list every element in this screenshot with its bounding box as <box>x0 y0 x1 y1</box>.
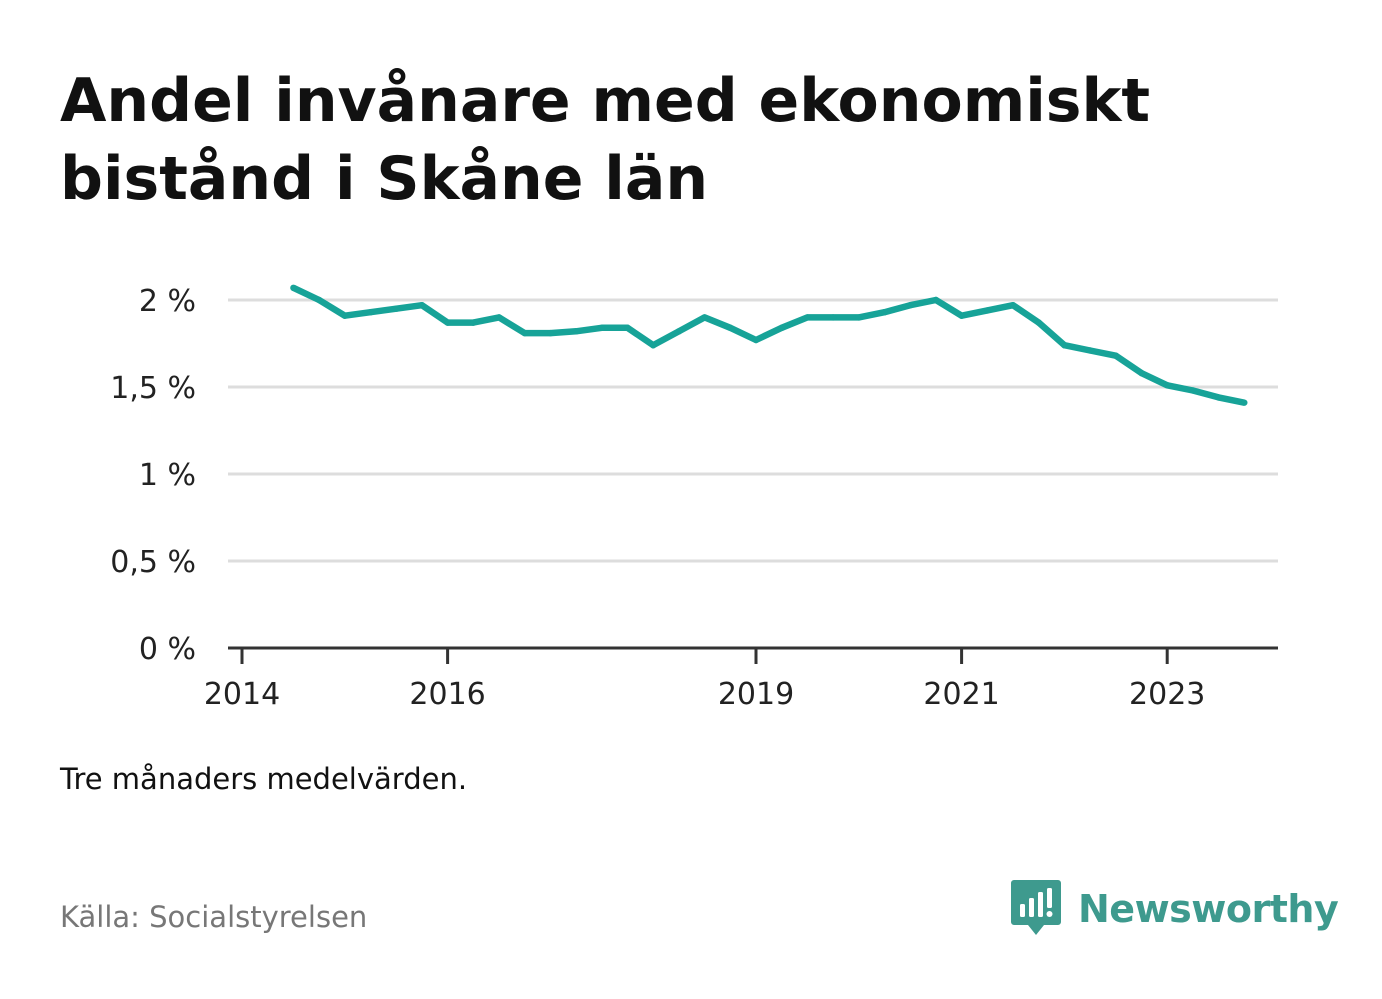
data-point <box>444 319 451 326</box>
data-point <box>855 314 862 321</box>
data-point <box>907 302 914 309</box>
data-point <box>470 319 477 326</box>
data-point <box>881 308 888 316</box>
data-point <box>829 314 837 321</box>
data-point <box>727 324 734 332</box>
data-point <box>1241 399 1248 406</box>
data-point <box>701 314 708 321</box>
data-point <box>1086 347 1094 354</box>
data-point <box>1009 302 1017 309</box>
data-point <box>932 296 940 304</box>
newsworthy-logo-icon <box>1011 880 1061 935</box>
data-point <box>804 314 811 321</box>
y-tick-label: 1 % <box>139 458 196 493</box>
x-tick-label: 2016 <box>409 677 485 712</box>
data-point <box>650 342 657 349</box>
data-point <box>547 329 554 337</box>
data-point <box>598 324 605 332</box>
data-point <box>1035 319 1042 326</box>
data-point <box>1138 369 1145 377</box>
x-axis-ticks: 2014 2016 2019 2021 2023 <box>204 648 1205 712</box>
data-point <box>1189 387 1197 394</box>
x-tick-label: 2023 <box>1129 677 1205 712</box>
y-tick-label: 1,5 % <box>110 371 196 406</box>
data-point <box>315 296 323 304</box>
series-line <box>292 284 1245 406</box>
data-point <box>1215 394 1222 401</box>
chart-source: Källa: Socialstyrelsen <box>60 900 368 934</box>
data-point <box>1061 342 1068 349</box>
data-point <box>572 328 580 335</box>
data-point <box>341 312 348 319</box>
brand-logo[interactable]: Newsworthy <box>1010 878 1339 940</box>
data-point <box>495 314 503 321</box>
data-point <box>624 324 631 332</box>
data-point <box>984 307 991 314</box>
data-point <box>778 324 785 332</box>
data-point <box>752 336 760 344</box>
x-tick-label: 2021 <box>923 677 999 712</box>
y-axis-labels: 0 % 0,5 % 1 % 1,5 % 2 % <box>110 284 196 667</box>
data-point <box>418 302 426 309</box>
y-tick-label: 2 % <box>139 284 196 319</box>
brand-name: Newsworthy <box>1078 887 1339 931</box>
chart-subtitle: Tre månaders medelvärden. <box>60 762 468 796</box>
chart-title: Andel invånare med ekonomiskt bistånd i … <box>60 66 1151 214</box>
data-point <box>290 284 297 292</box>
data-point <box>958 312 965 319</box>
series-group <box>290 284 1248 406</box>
x-tick-label: 2019 <box>718 677 794 712</box>
grid-lines <box>228 298 1278 563</box>
data-point <box>1164 382 1171 389</box>
x-tick-label: 2014 <box>204 677 280 712</box>
data-point <box>367 308 374 316</box>
y-tick-label: 0,5 % <box>110 545 196 580</box>
y-tick-label: 0 % <box>139 632 196 667</box>
data-point <box>1112 352 1120 359</box>
data-point <box>521 329 528 337</box>
data-point <box>393 305 400 312</box>
data-point <box>675 328 683 335</box>
